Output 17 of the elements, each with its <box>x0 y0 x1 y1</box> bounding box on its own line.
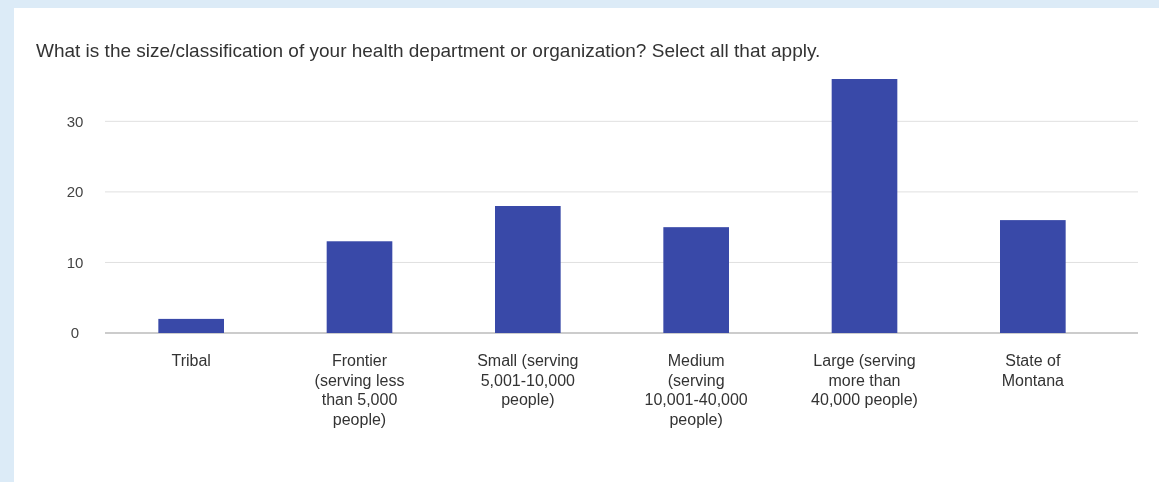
bar <box>326 241 393 333</box>
x-tick-label: Frontier (serving less than 5,000 people) <box>314 352 405 428</box>
bar <box>663 227 729 333</box>
bar <box>495 206 561 333</box>
x-tick-label: Small (serving 5,001-10,000 people) <box>477 352 579 408</box>
x-tick-label: Medium (serving 10,001-40,000 people) <box>644 352 748 428</box>
bar <box>831 79 898 333</box>
y-tick-label: 10 <box>66 253 84 271</box>
bar <box>1000 220 1066 333</box>
x-tick-label: State of Montana <box>1001 352 1065 389</box>
x-tick-label: Tribal <box>171 352 211 369</box>
y-tick-label: 0 <box>70 324 80 342</box>
chart-title: What is the size/classification of your health department or organization? Select all that apply. <box>36 40 821 61</box>
bar <box>158 318 224 333</box>
y-tick-label: 30 <box>66 112 84 130</box>
x-tick-label: Large (serving more than 40,000 people) <box>811 352 918 408</box>
y-tick-label: 20 <box>66 183 84 201</box>
